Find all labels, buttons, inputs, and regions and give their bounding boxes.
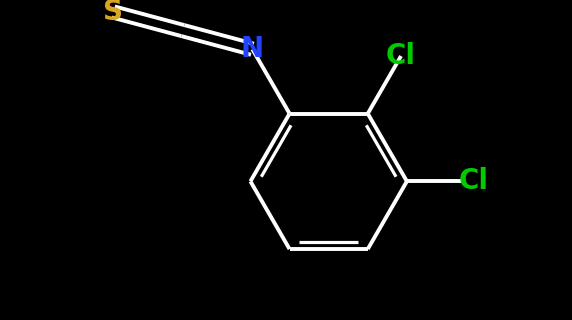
Text: Cl: Cl (458, 167, 488, 195)
Text: N: N (241, 35, 264, 63)
Text: Cl: Cl (386, 42, 416, 70)
Text: S: S (104, 0, 124, 26)
